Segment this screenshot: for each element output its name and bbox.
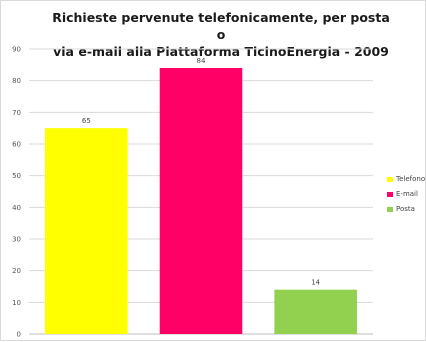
legend-item: Telefono <box>387 173 425 185</box>
legend-swatch <box>387 176 393 182</box>
legend-swatch <box>387 191 393 197</box>
legend-label: E-mail <box>396 190 418 198</box>
y-tick-label: 90 <box>12 46 21 54</box>
legend-item: E-mail <box>387 188 425 200</box>
y-tick-label: 10 <box>12 299 21 307</box>
y-tick-label: 30 <box>12 236 21 244</box>
data-label: 65 <box>82 117 91 125</box>
chart-title: Richieste pervenute telefonicamente, per… <box>52 10 390 59</box>
legend: Telefono E-mail Posta <box>387 173 425 218</box>
legend-swatch <box>387 206 393 212</box>
y-tick-label: 60 <box>12 141 21 149</box>
bar <box>159 68 243 334</box>
y-tick-label: 0 <box>17 331 21 339</box>
data-label: 14 <box>311 279 320 287</box>
y-tick-label: 40 <box>12 204 21 212</box>
y-tick-label: 50 <box>12 172 21 180</box>
legend-label: Telefono <box>396 175 425 183</box>
y-tick-label: 70 <box>12 109 21 117</box>
y-tick-label: 20 <box>12 267 21 275</box>
legend-item: Posta <box>387 203 425 215</box>
legend-label: Posta <box>396 205 415 213</box>
bar <box>274 289 357 334</box>
y-tick-label: 80 <box>12 77 21 85</box>
data-label: 84 <box>197 57 206 65</box>
bar <box>45 128 128 334</box>
